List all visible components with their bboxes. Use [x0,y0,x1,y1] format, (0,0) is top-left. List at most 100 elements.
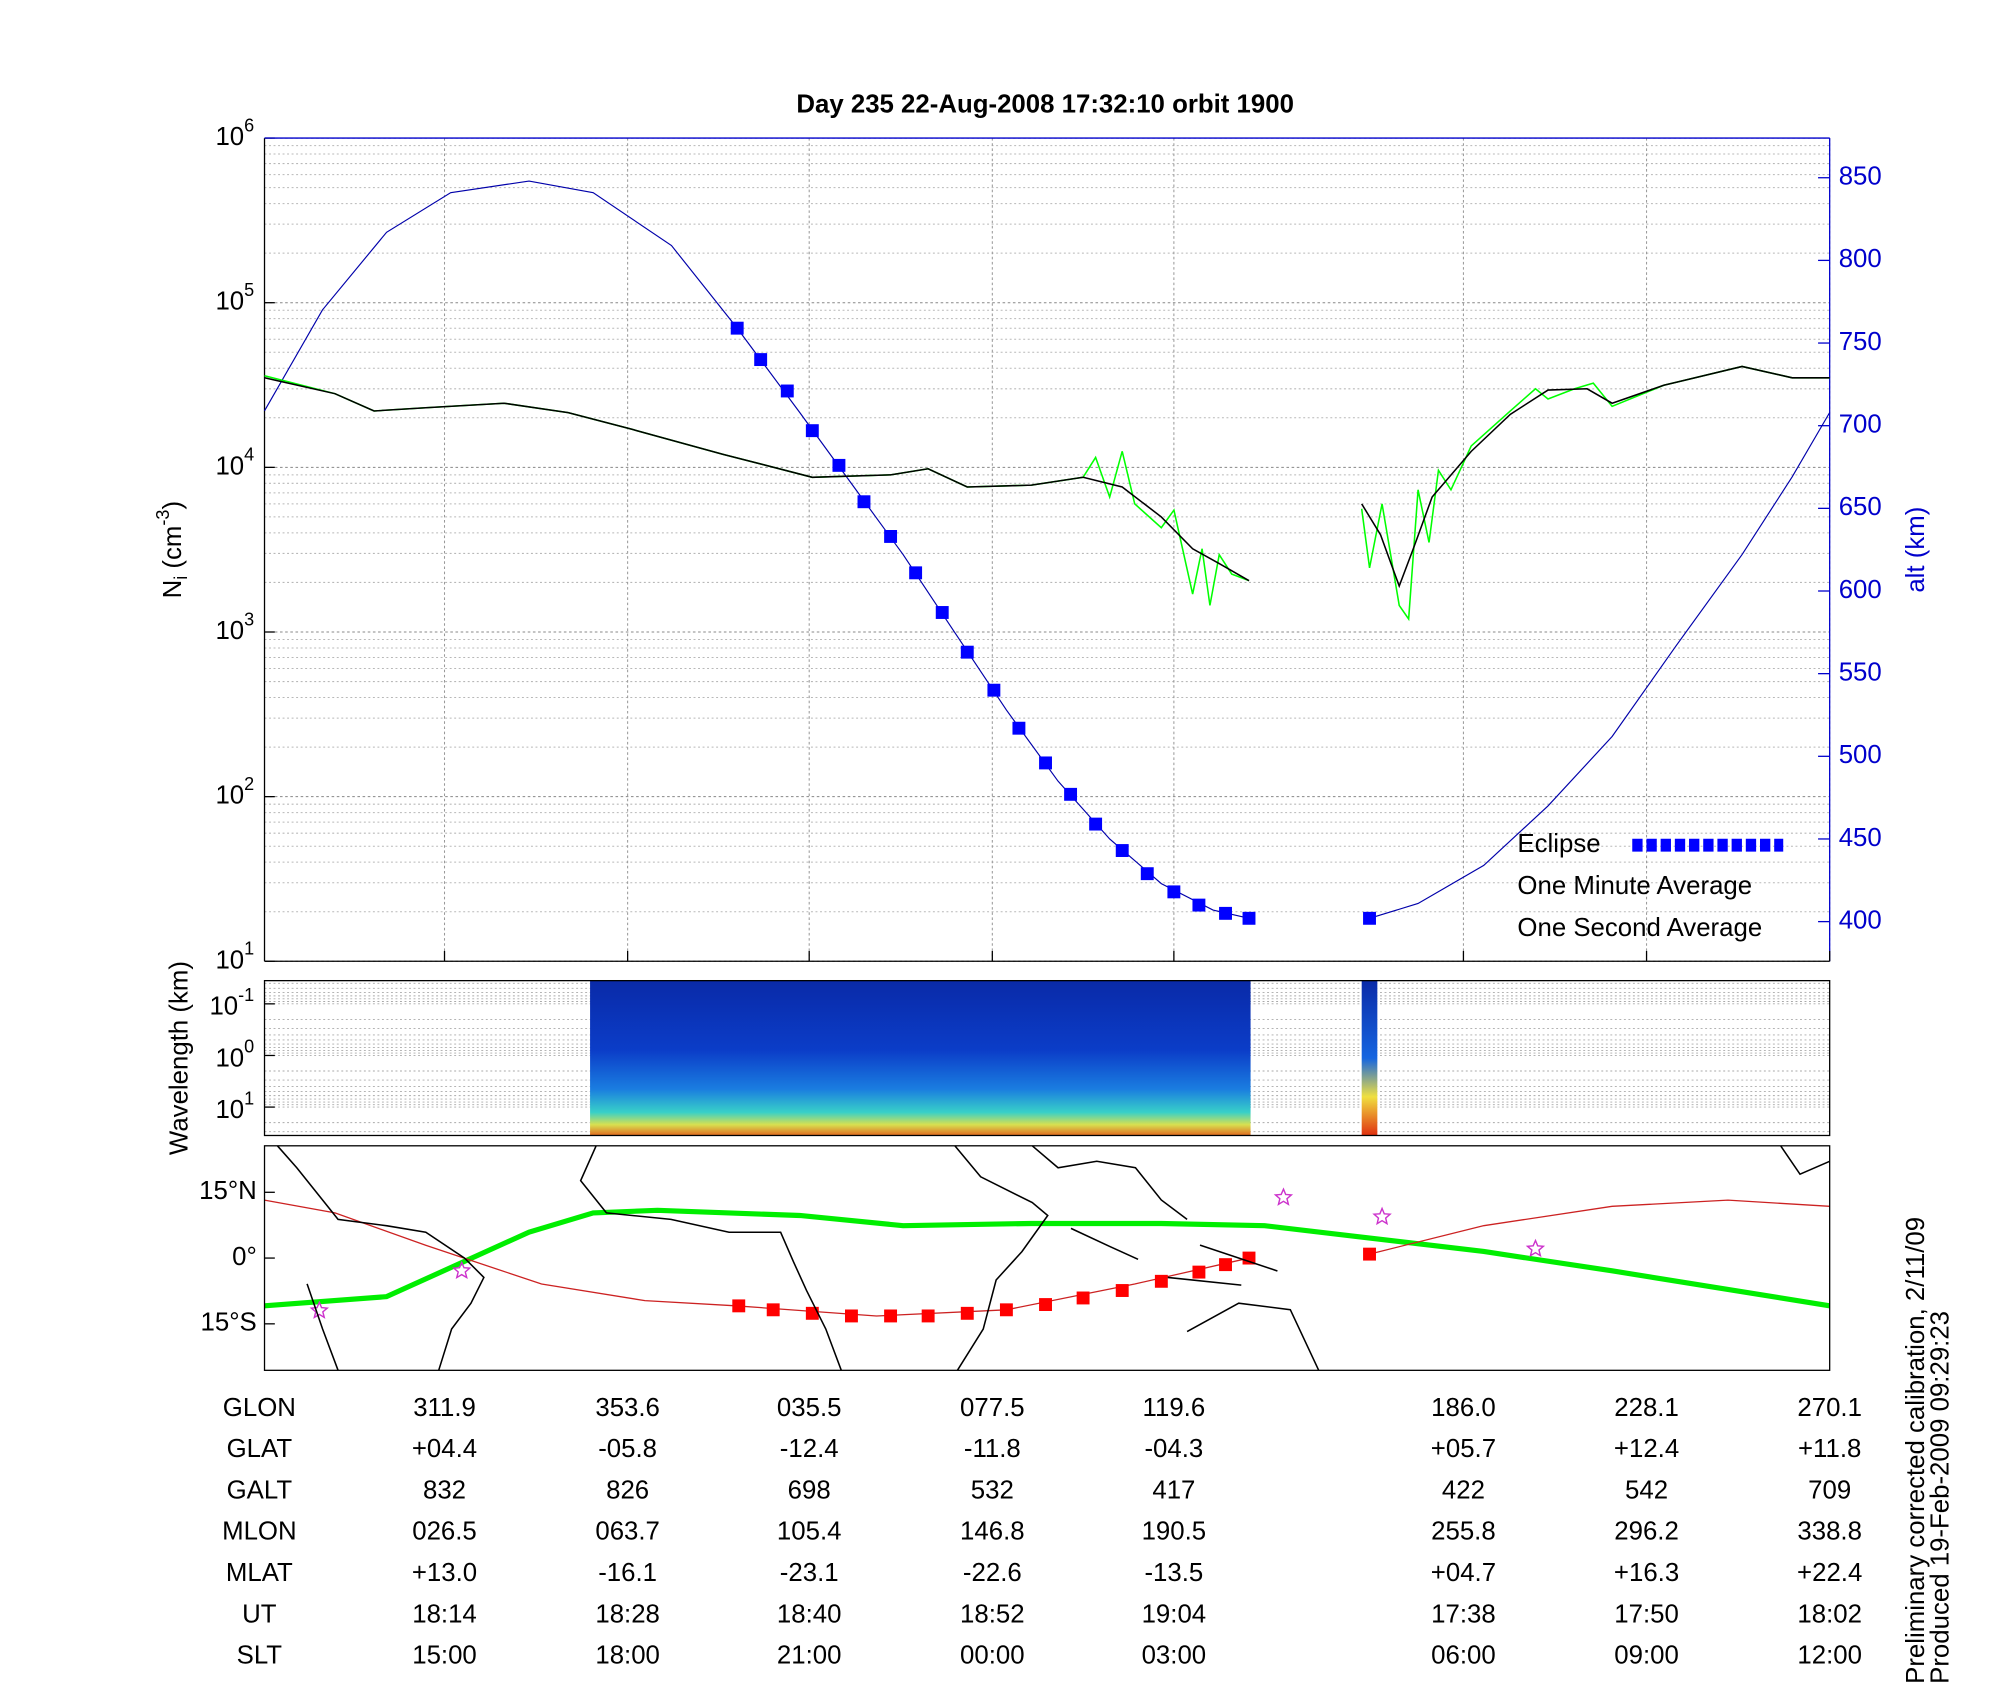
cell: 21:00 [777,1642,842,1670]
tick-exponent: 1 [244,938,254,958]
spectrogram-block [590,980,1251,1136]
cell: 03:00 [1142,1642,1207,1670]
cell: +11.8 [1798,1435,1861,1463]
cell: 311.9 [413,1394,476,1422]
y2-tick-label: 450 [1839,824,1882,852]
y2-tick-label: 500 [1839,741,1882,769]
eclipse-marker [832,458,846,472]
y2-tick-label: 850 [1839,163,1882,191]
cell: 698 [788,1476,831,1504]
y-label-sub: i [171,576,191,580]
eclipse-marker [1012,721,1026,735]
eclipse-marker [935,606,949,619]
y2-tick-label: 550 [1839,658,1882,686]
cell: 228.1 [1614,1394,1679,1422]
tick-exponent: 0 [244,1036,254,1056]
cell: 119.6 [1143,1394,1206,1422]
y2-tick-label: 400 [1839,906,1882,934]
cell: 270.1 [1797,1394,1862,1422]
tick-exponent: 5 [244,280,254,300]
tick-base: 10 [215,946,244,974]
cell: 532 [971,1476,1014,1504]
y2-tick-label: 650 [1839,493,1882,521]
cell: 035.5 [777,1394,842,1422]
y-tick-label: 105 [215,280,254,316]
star-marker [1525,1238,1546,1258]
cell: 146.8 [960,1518,1025,1546]
y2-axis-label: alt (km) [1902,507,1930,593]
legend-label: One Second Average [1517,914,1762,942]
eclipse-marker [1039,1298,1052,1311]
cell: 06:00 [1431,1642,1496,1670]
star-marker [452,1260,472,1280]
coastlines [276,1145,1830,1371]
row-label: GLON [223,1394,296,1422]
eclipse-marker [1154,1274,1168,1288]
tick-base: 10 [215,1096,244,1124]
y-tick-label: 101 [215,938,254,974]
cell: 417 [1152,1476,1195,1504]
tick-base: 10 [215,781,244,809]
note: Produced 19-Feb-2009 09:29:23 [1927,1311,1955,1684]
tick-exponent: -1 [238,985,254,1005]
row-label: MLAT [226,1559,293,1587]
cell: -11.8 [964,1435,1021,1463]
cell: 186.0 [1431,1394,1496,1422]
eclipse-marker [1076,1291,1090,1305]
eclipse-marker [960,645,974,659]
eclipse-marker [805,424,819,438]
eclipse-marker [921,1309,935,1323]
eclipse-marker [1219,906,1232,920]
eclipse-marker [1115,844,1129,857]
tick-exponent: 3 [244,609,254,629]
cell: 105.4 [777,1518,842,1546]
eclipse-marker [1192,898,1206,912]
cell: 18:02 [1797,1600,1862,1628]
cell: 18:14 [412,1600,477,1628]
tick-base: 10 [209,993,238,1021]
row-label: MLON [222,1518,297,1546]
tick-base: 10 [215,617,244,645]
row-label: UT [242,1600,277,1628]
eclipse-marker [1242,1251,1256,1265]
cell: 826 [606,1476,649,1504]
y-axis-label: Ni (cm-3) [153,501,191,598]
cell: 19:04 [1142,1600,1207,1628]
eclipse-marker [1242,911,1256,925]
panel-frame [263,1145,1831,1371]
track-line [264,1199,1830,1317]
cell: +05.7 [1431,1435,1496,1463]
cell: -23.1 [780,1559,839,1587]
y-tick-label: 15°S [201,1309,257,1337]
eclipse-marker [1115,1284,1129,1297]
cell: 18:40 [777,1600,842,1628]
legend-label: One Minute Average [1517,872,1752,900]
cell: -05.8 [598,1435,657,1463]
cell: -22.6 [963,1559,1022,1587]
cell: 353.6 [595,1394,660,1422]
y-label-part: N [159,580,187,599]
cell: 15:00 [412,1642,477,1670]
legend-label: Eclipse [1517,830,1600,858]
tick-base: 10 [215,123,244,151]
cell: 338.8 [1797,1518,1862,1546]
y2-tick-label: 750 [1839,328,1882,356]
spectrogram-y-label: Wavelength (km) [165,961,193,1155]
cell: -12.4 [780,1435,839,1463]
tick-base: 10 [215,452,244,480]
chart-title: Day 235 22-Aug-2008 17:32:10 orbit 1900 [796,91,1294,119]
y-tick-label: 10-1 [209,985,254,1021]
coastline [1186,1302,1320,1371]
y-tick-label: 100 [215,1036,254,1072]
coastline [1031,1145,1188,1220]
y2-tick-label: 800 [1839,245,1882,273]
y-tick-label: 101 [215,1088,254,1124]
tick-exponent: 2 [244,774,254,794]
cell: 296.2 [1614,1518,1679,1546]
cell: 18:00 [595,1642,660,1670]
cell: +13.0 [412,1559,477,1587]
coastline [306,1283,339,1371]
eclipse-marker [1039,756,1052,770]
cell: +04.4 [412,1435,477,1463]
